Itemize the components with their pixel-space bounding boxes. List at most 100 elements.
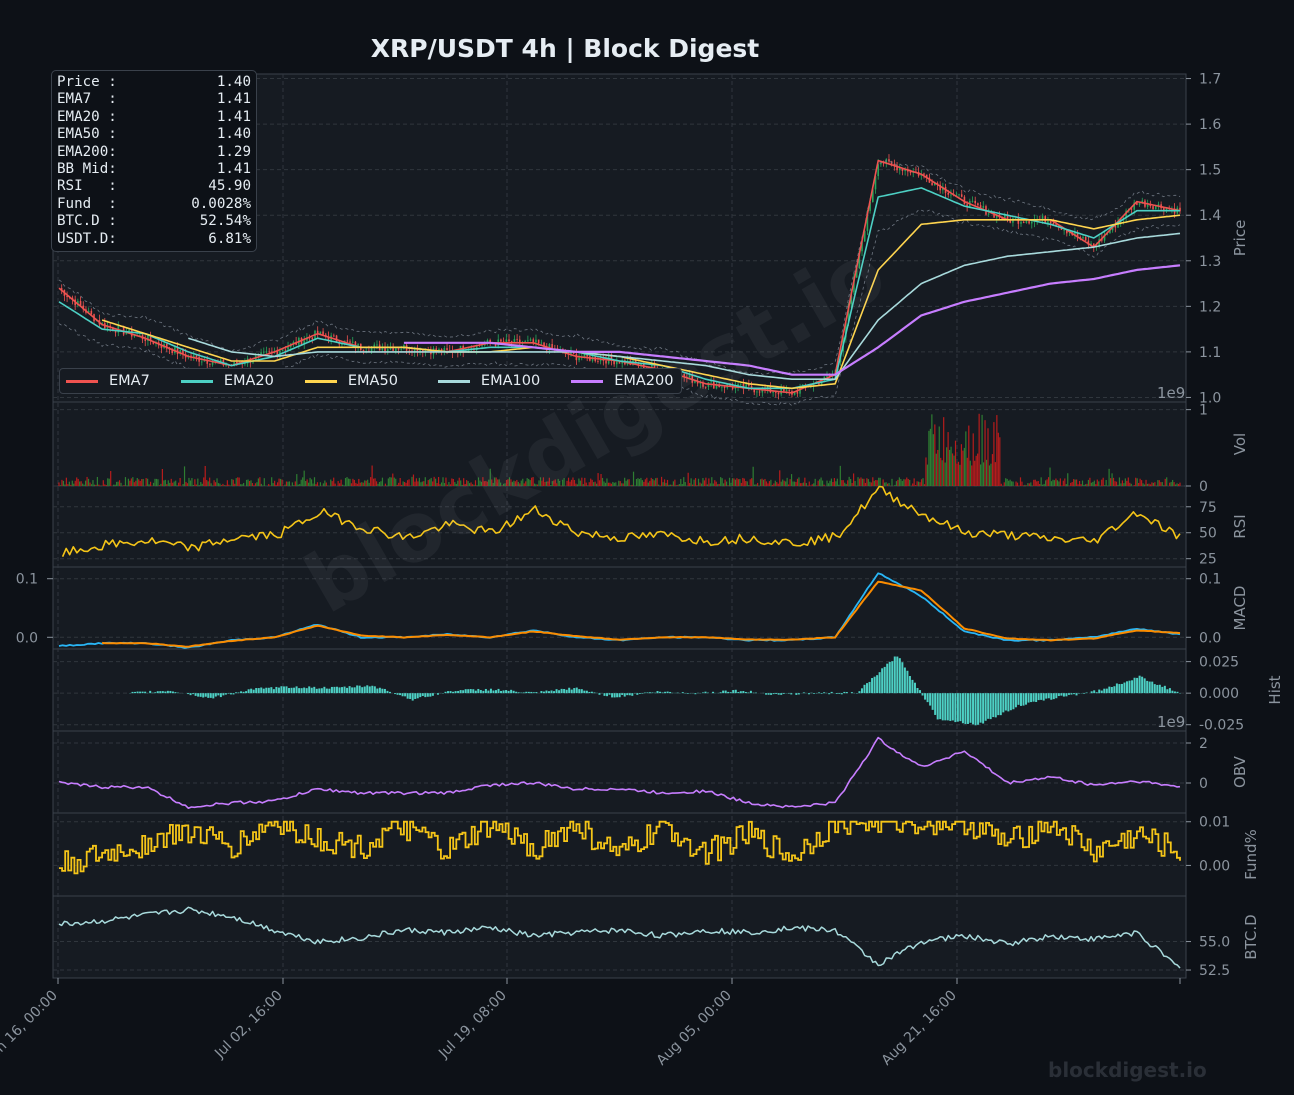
volume-bar xyxy=(279,478,282,486)
y-tick-label-macd: 0.0 xyxy=(1199,630,1221,646)
volume-bar xyxy=(460,480,462,486)
volume-bar xyxy=(299,483,301,486)
hist-bar xyxy=(255,688,258,694)
candle-body xyxy=(1020,221,1022,224)
volume-bar xyxy=(544,482,546,486)
hist-bar xyxy=(944,693,947,721)
volume-bar xyxy=(1059,478,1061,486)
hist-bar xyxy=(381,688,384,694)
candle-body xyxy=(171,349,173,354)
volume-bar xyxy=(882,479,884,486)
hist-bar xyxy=(517,692,520,694)
volume-bar xyxy=(248,480,251,486)
hist-bar xyxy=(1100,690,1103,694)
hist-bar xyxy=(1009,693,1012,711)
volume-bar xyxy=(888,483,890,486)
volume-bar xyxy=(147,478,149,486)
candle-body xyxy=(861,241,863,252)
candle-body xyxy=(322,331,324,335)
hist-bar xyxy=(323,686,326,694)
volume-bar xyxy=(1095,484,1097,486)
volume-bar xyxy=(214,482,217,486)
hist-bar xyxy=(1075,693,1078,696)
candle-body xyxy=(527,340,529,342)
volume-bar xyxy=(257,478,259,486)
volume-bar xyxy=(135,480,137,486)
volume-bar xyxy=(243,483,245,486)
volume-bar xyxy=(160,483,162,486)
volume-bar xyxy=(600,474,602,486)
volume-bar xyxy=(1117,484,1119,486)
volume-bar xyxy=(120,482,122,486)
hist-bar xyxy=(780,693,783,695)
hist-bar xyxy=(1022,693,1025,706)
candle-body xyxy=(211,362,214,365)
hist-bar xyxy=(568,687,571,694)
candle-body xyxy=(381,347,384,351)
hist-bar xyxy=(828,693,831,695)
candle-body xyxy=(731,386,734,389)
hist-bar xyxy=(399,693,402,696)
volume-bar xyxy=(717,484,719,486)
volume-bar xyxy=(694,478,697,486)
hist-bar xyxy=(1072,693,1075,695)
hist-bar xyxy=(452,691,455,694)
hist-bar xyxy=(1146,680,1149,694)
hist-bar xyxy=(1093,690,1096,694)
hist-bar xyxy=(494,690,497,694)
volume-bar xyxy=(985,459,988,486)
volume-bar xyxy=(404,481,406,486)
hist-bar xyxy=(613,693,616,698)
candle-body xyxy=(225,364,227,366)
volume-bar xyxy=(734,479,737,486)
hist-bar xyxy=(282,686,285,694)
hist-bar xyxy=(401,693,404,697)
volume-bar xyxy=(649,480,651,486)
hist-bar xyxy=(580,689,583,694)
x-tick-label: Jun 16, 00:00 xyxy=(0,988,61,1066)
ema-line-ema50 xyxy=(101,214,1181,390)
volume-bar xyxy=(601,477,604,486)
volume-bar xyxy=(1050,481,1053,486)
candle-body xyxy=(610,356,613,361)
candle-body xyxy=(583,353,586,358)
candle-body xyxy=(963,196,966,205)
hist-bar xyxy=(386,690,389,694)
volume-bar xyxy=(786,477,788,486)
volume-bar xyxy=(780,481,782,486)
volume-bar xyxy=(844,482,846,486)
volume-bar xyxy=(864,482,867,486)
candle-body xyxy=(179,349,182,355)
candle-body xyxy=(745,384,747,389)
volume-bar xyxy=(693,479,695,486)
volume-bar xyxy=(245,479,248,486)
volume-bar xyxy=(912,483,914,486)
candle-body xyxy=(1049,220,1052,224)
candle-body xyxy=(551,344,553,349)
legend-label: EMA20 xyxy=(223,373,274,389)
candle-body xyxy=(346,340,349,342)
hist-bar xyxy=(520,692,523,694)
volume-bar xyxy=(850,479,852,486)
volume-bar xyxy=(669,484,672,486)
volume-bar xyxy=(368,482,370,486)
volume-bar xyxy=(625,480,627,486)
volume-bar xyxy=(429,479,431,486)
volume-bar xyxy=(951,453,954,486)
volume-bar xyxy=(71,480,73,486)
volume-bar xyxy=(660,476,663,486)
y-tick-label-hist: 0.025 xyxy=(1199,655,1239,671)
volume-bar xyxy=(925,457,927,486)
hist-bar xyxy=(621,693,624,695)
volume-bar xyxy=(341,484,344,486)
volume-bar xyxy=(194,479,196,486)
hist-bar xyxy=(338,687,341,694)
hist-bar xyxy=(891,661,894,694)
hist-bar xyxy=(1148,681,1151,694)
volume-bar xyxy=(520,480,522,486)
volume-bar xyxy=(1070,482,1072,486)
candle-body xyxy=(737,384,739,386)
y-axis-label-price: Price xyxy=(1231,220,1249,257)
hist-bar xyxy=(997,693,1000,716)
volume-bar xyxy=(937,449,939,486)
